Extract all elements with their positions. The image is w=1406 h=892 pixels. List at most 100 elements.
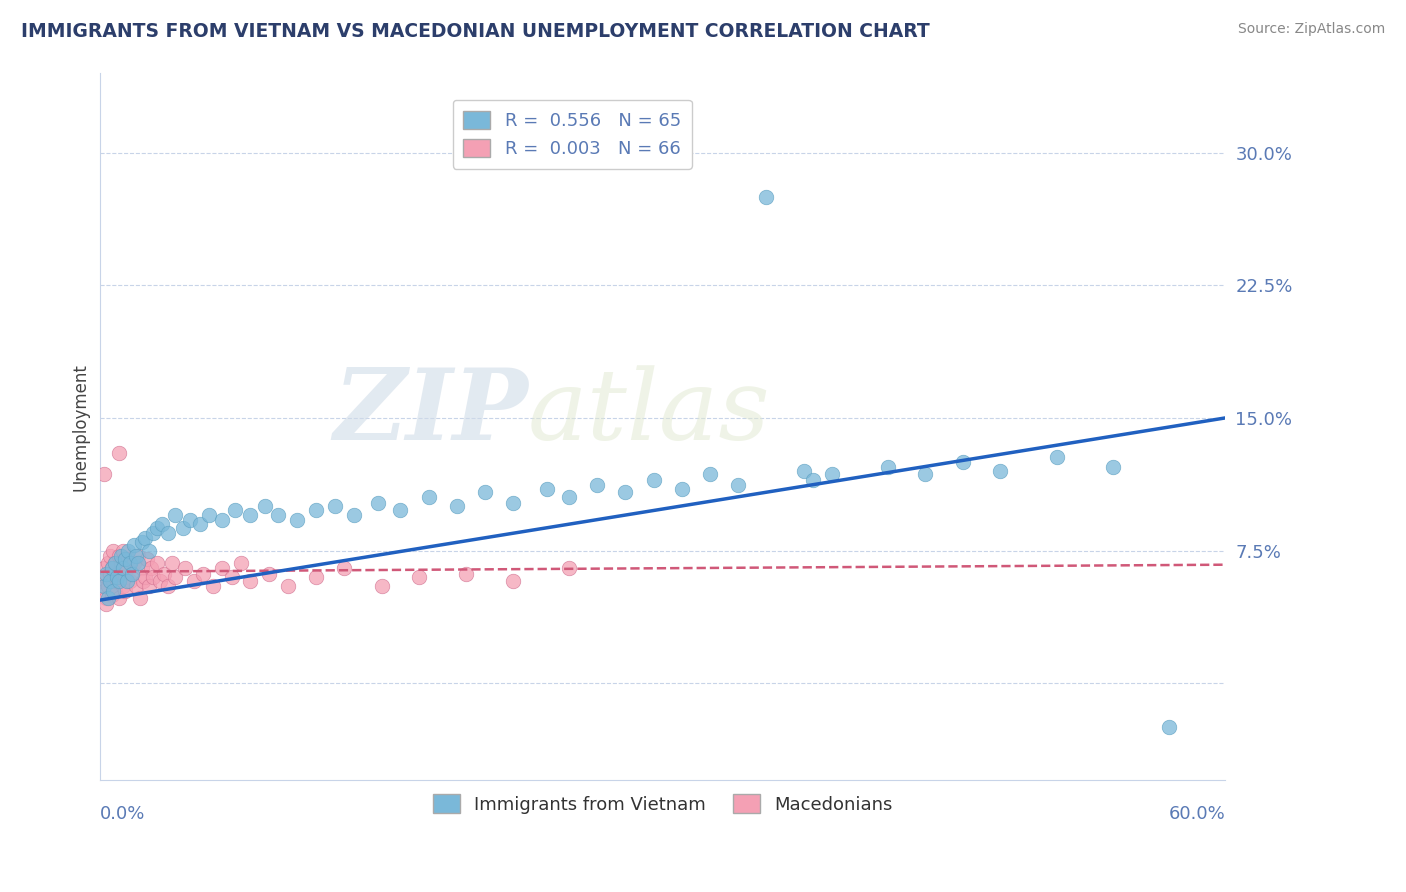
Point — [97, 556, 120, 570]
Point — [821, 467, 844, 482]
Point — [97, 579, 120, 593]
Legend: Immigrants from Vietnam, Macedonians: Immigrants from Vietnam, Macedonians — [426, 787, 900, 821]
Point — [93, 561, 115, 575]
Point — [104, 556, 127, 570]
Text: 60.0%: 60.0% — [1168, 805, 1226, 823]
Point — [136, 552, 159, 566]
Point — [502, 574, 524, 588]
Point — [110, 549, 132, 563]
Point — [122, 538, 145, 552]
Point — [145, 520, 167, 534]
Point — [188, 516, 211, 531]
Text: IMMIGRANTS FROM VIETNAM VS MACEDONIAN UNEMPLOYMENT CORRELATION CHART: IMMIGRANTS FROM VIETNAM VS MACEDONIAN UN… — [21, 22, 929, 41]
Point — [121, 566, 143, 581]
Point — [877, 460, 900, 475]
Point — [120, 574, 142, 588]
Point — [156, 579, 179, 593]
Point — [104, 584, 127, 599]
Point — [277, 579, 299, 593]
Point — [1159, 720, 1181, 734]
Point — [98, 566, 121, 581]
Point — [254, 500, 277, 514]
Point — [94, 566, 117, 581]
Text: atlas: atlas — [527, 365, 770, 460]
Point — [131, 534, 153, 549]
Point — [536, 482, 558, 496]
Point — [239, 574, 262, 588]
Point — [305, 570, 328, 584]
Point — [94, 591, 117, 606]
Point — [100, 588, 122, 602]
Point — [502, 496, 524, 510]
Point — [173, 561, 195, 575]
Point — [138, 543, 160, 558]
Point — [367, 496, 389, 510]
Point — [117, 552, 139, 566]
Point — [165, 508, 187, 523]
Point — [408, 570, 430, 584]
Point — [93, 579, 115, 593]
Point — [100, 561, 122, 575]
Point — [370, 579, 392, 593]
Point — [97, 591, 120, 606]
Point — [122, 556, 145, 570]
Point — [239, 508, 262, 523]
Y-axis label: Unemployment: Unemployment — [72, 363, 89, 491]
Point — [117, 543, 139, 558]
Point — [389, 503, 412, 517]
Point — [131, 561, 153, 575]
Point — [156, 525, 179, 540]
Point — [134, 531, 156, 545]
Point — [211, 561, 233, 575]
Point — [108, 574, 131, 588]
Point — [1046, 450, 1069, 464]
Point — [165, 570, 187, 584]
Point — [952, 455, 974, 469]
Point — [671, 482, 693, 496]
Point — [755, 190, 778, 204]
Text: 0.0%: 0.0% — [100, 805, 146, 823]
Point — [105, 566, 128, 581]
Point — [103, 543, 125, 558]
Point — [110, 561, 132, 575]
Point — [114, 570, 136, 584]
Point — [108, 549, 131, 563]
Point — [558, 491, 581, 505]
Point — [198, 508, 221, 523]
Point — [990, 464, 1012, 478]
Point — [224, 503, 246, 517]
Point — [558, 561, 581, 575]
Point — [142, 570, 165, 584]
Point — [323, 500, 346, 514]
Point — [114, 552, 136, 566]
Point — [727, 478, 749, 492]
Point — [914, 467, 936, 482]
Point — [91, 574, 114, 588]
Point — [105, 574, 128, 588]
Point — [139, 561, 162, 575]
Point — [172, 520, 194, 534]
Point — [111, 579, 134, 593]
Point — [115, 561, 138, 575]
Point — [111, 561, 134, 575]
Point — [699, 467, 721, 482]
Point — [333, 561, 356, 575]
Point — [474, 485, 496, 500]
Point — [110, 556, 132, 570]
Point — [160, 556, 183, 570]
Point — [454, 566, 477, 581]
Point — [418, 491, 440, 505]
Point — [138, 579, 160, 593]
Point — [105, 570, 128, 584]
Point — [193, 566, 215, 581]
Point — [142, 525, 165, 540]
Point — [93, 467, 115, 482]
Point — [93, 584, 115, 599]
Point — [305, 503, 328, 517]
Point — [98, 549, 121, 563]
Point — [127, 556, 149, 570]
Point — [103, 574, 125, 588]
Point — [153, 566, 176, 581]
Point — [614, 485, 637, 500]
Point — [111, 543, 134, 558]
